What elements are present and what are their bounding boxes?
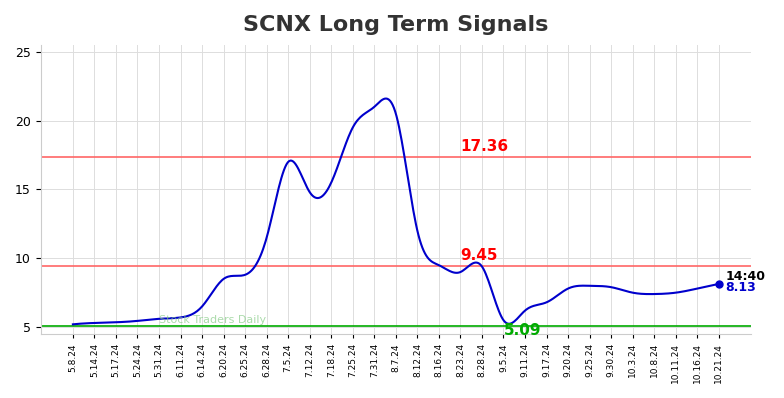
Text: 8.13: 8.13 — [725, 281, 756, 294]
Text: 5.09: 5.09 — [503, 324, 541, 338]
Text: 9.45: 9.45 — [460, 248, 498, 263]
Text: Stock Traders Daily: Stock Traders Daily — [159, 315, 266, 325]
Text: 17.36: 17.36 — [460, 139, 509, 154]
Text: 14:40: 14:40 — [725, 270, 765, 283]
Title: SCNX Long Term Signals: SCNX Long Term Signals — [243, 15, 549, 35]
